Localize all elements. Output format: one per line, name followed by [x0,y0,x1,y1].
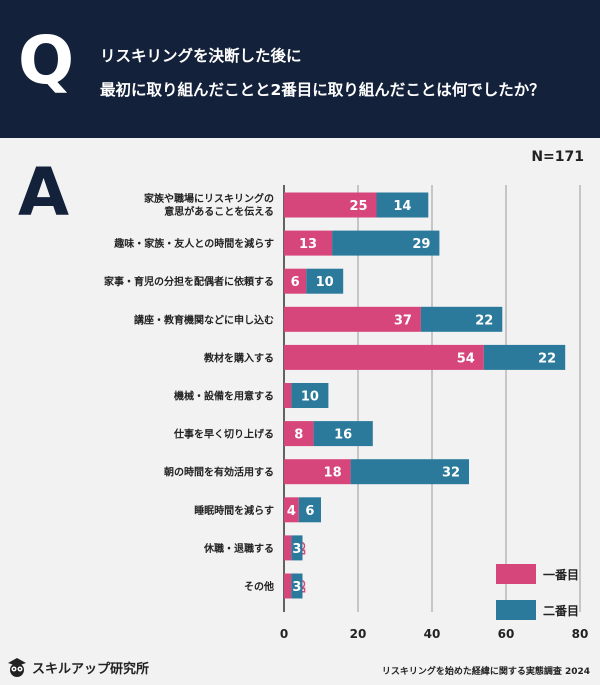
bar-second [376,192,429,218]
category-label: その他 [244,580,274,593]
data-label: 3 [292,542,301,557]
bar-first [284,421,314,447]
bar-first [284,306,421,332]
category-label: 睡眠時間を減らす [194,504,274,517]
brand-name: スキルアップ研究所 [32,661,150,677]
data-label: 54 [457,351,475,366]
bar-second [350,459,469,485]
sample-size-label: N=171 [531,149,584,165]
x-tick-label: 0 [280,627,288,641]
category-label: 仕事を早く切り上げる [173,428,274,441]
category-label: 講座・教育機関などに申し込む [134,313,274,326]
header-banner: Q リスキリングを決断した後に 最初に取り組んだことと2番目に取り組んだことは何… [0,0,600,138]
bar-first [284,192,377,218]
data-label: 10 [316,275,334,290]
bar-second [483,344,566,370]
bar-second [291,573,303,599]
category-label: 休職・退職する [203,542,274,555]
source-caption: リスキリングを始めた経緯に関する実態調査 2024 [381,667,590,677]
data-label: 8 [294,428,303,443]
category-label: 家事・育児の分担を配偶者に依頼する [104,275,274,288]
data-label: 22 [538,351,556,366]
category-label: 教材を購入する [203,351,274,364]
bar-first [284,383,292,408]
bar-first [284,344,484,370]
answer-letter: A [18,154,70,231]
x-tick-label: 60 [498,627,515,641]
category-label: 家族や職場にリスキリングの [144,192,274,205]
data-label: 32 [442,466,460,481]
x-tick-label: 40 [424,627,441,641]
data-label: 16 [334,428,352,443]
bar-second [313,421,373,447]
data-label: 14 [393,199,411,214]
category-label: 趣味・家族・友人との時間を減らす [113,237,274,250]
data-label: 18 [324,466,342,481]
bar-first [284,535,292,561]
question-text-line2: 最初に取り組んだことと2番目に取り組んだことは何でしたか？ [100,81,545,99]
bar-second [298,497,321,523]
bar-first [284,497,299,523]
data-label: 29 [412,237,430,252]
category-label: 朝の時間を有効活用する [164,466,274,479]
x-tick-label: 20 [350,627,367,641]
bar-first [284,230,333,256]
legend-label: 一番目 [543,567,579,582]
bar-first [284,459,351,485]
data-label: 3 [292,580,301,595]
x-tick-label: 80 [572,627,589,641]
bar-first [284,573,292,599]
bar-second [420,306,503,332]
legend-swatch [496,600,536,620]
brand-logo: スキルアップ研究所 [6,656,149,678]
data-label: 37 [394,313,412,328]
category-label: 意思があることを伝える [164,205,274,218]
question-mark-letter: Q [18,22,75,99]
data-label: 10 [301,390,319,405]
bar-second [306,268,344,294]
data-label: 6 [291,275,300,290]
legend-swatch [496,564,536,584]
bar-first [284,268,307,294]
data-label: 25 [349,199,367,214]
legend-label: 二番目 [543,603,579,618]
category-label: 機械・設備を用意する [174,390,274,403]
bar-second [291,383,329,408]
data-label: 6 [305,504,314,519]
data-label: 22 [475,313,493,328]
question-text-line1: リスキリングを決断した後に [100,47,302,65]
data-label: 13 [299,237,317,252]
bar-second [291,535,303,561]
data-label: 4 [287,504,296,519]
owl-icon [8,658,26,677]
bar-second [332,230,440,256]
